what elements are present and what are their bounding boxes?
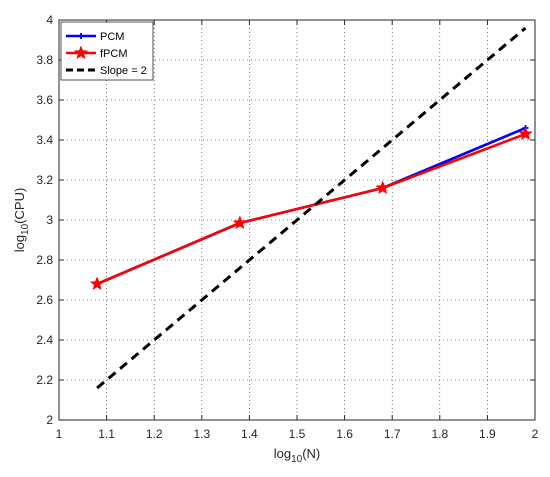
series-2 — [96, 26, 527, 390]
y-tick-label: 2.6 — [36, 293, 53, 307]
x-tick-label: 1.3 — [193, 427, 210, 441]
x-tick-label: 1.8 — [431, 427, 448, 441]
y-tick-label: 4 — [46, 13, 53, 27]
legend-label: fPCM — [100, 48, 128, 60]
series-1 — [89, 126, 533, 291]
legend-label: PCM — [100, 31, 124, 43]
y-tick-label: 2.8 — [36, 253, 53, 267]
x-tick-label: 1.6 — [336, 427, 353, 441]
x-tick-label: 1.4 — [241, 427, 258, 441]
x-tick-label: 1.7 — [384, 427, 401, 441]
x-axis-label: log10(N) — [274, 446, 321, 465]
series-line — [96, 132, 526, 286]
data-point — [89, 276, 105, 291]
series-lines — [89, 26, 533, 390]
x-tick-label: 2 — [532, 427, 539, 441]
series-line — [96, 26, 527, 390]
legend-marker — [73, 45, 89, 60]
y-tick-label: 2.4 — [36, 333, 53, 347]
y-tick-label: 2.2 — [36, 373, 53, 387]
y-tick-label: 3.8 — [36, 53, 53, 67]
x-tick-label: 1.2 — [146, 427, 163, 441]
y-tick-label: 2 — [46, 413, 53, 427]
x-tick-label: 1.5 — [289, 427, 306, 441]
data-point — [232, 215, 248, 230]
y-tick-label: 3.4 — [36, 133, 53, 147]
y-axis-label: log10(CPU) — [12, 188, 31, 253]
legend: PCM fPCM Slope = 2 — [60, 21, 154, 81]
x-tick-label: 1.1 — [98, 427, 115, 441]
x-tick-label: 1.9 — [479, 427, 496, 441]
grid-lines — [58, 19, 536, 421]
legend-marker — [78, 33, 84, 39]
legend-label: Slope = 2 — [100, 65, 147, 77]
data-point — [518, 126, 533, 141]
x-tick-label: 1 — [56, 427, 63, 441]
data-point — [375, 180, 391, 195]
y-tick-label: 3 — [46, 213, 53, 227]
axis-ticks: 1 1.1 1.2 1.3 1.4 1.5 1.6 1.7 1.8 1.9 2 2 2.2 2.4 2.6 2… — [36, 13, 538, 441]
y-tick-label: 3.2 — [36, 173, 53, 187]
y-tick-label: 3.6 — [36, 93, 53, 107]
